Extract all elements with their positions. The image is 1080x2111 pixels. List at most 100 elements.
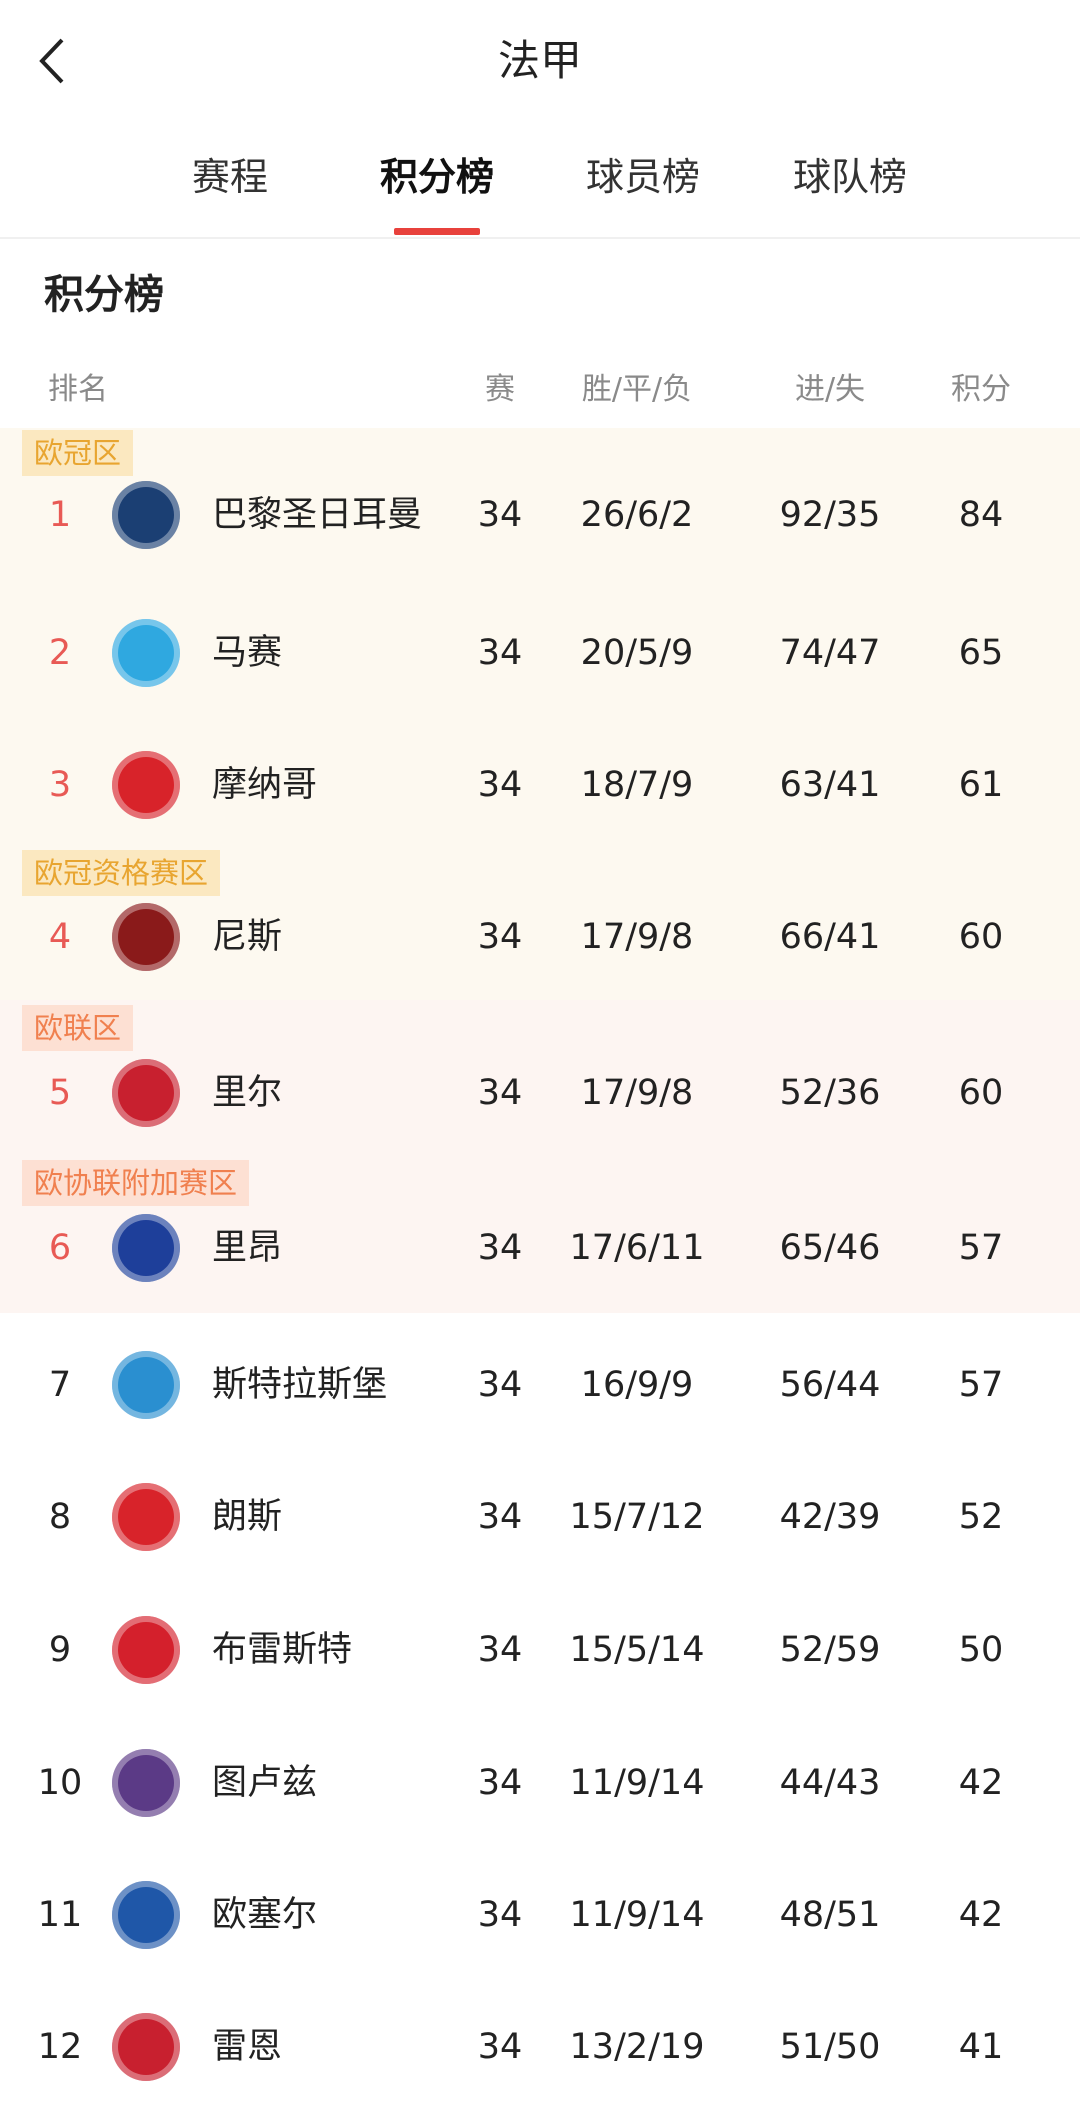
active-tab-indicator [394, 228, 480, 235]
matches-played: 34 [477, 1895, 523, 1935]
matches-played: 34 [477, 1630, 523, 1670]
column-header-wdl: 胜/平/负 [581, 372, 693, 407]
goals-for-against: 52/36 [779, 1073, 881, 1113]
standings-row[interactable]: 11 欧塞尔 34 11/9/14 48/51 42 [0, 1865, 1080, 1965]
team-name: 巴黎圣日耳曼 [212, 495, 423, 535]
matches-played: 34 [477, 2027, 523, 2067]
goals-for-against: 51/50 [779, 2027, 881, 2067]
standings-row[interactable]: 1 巴黎圣日耳曼 34 26/6/2 92/35 84 [0, 465, 1080, 565]
team-logo-icon [112, 1351, 180, 1419]
team-points: 65 [958, 633, 1004, 673]
goals-for-against: 42/39 [779, 1497, 881, 1537]
team-rank: 10 [37, 1763, 83, 1803]
win-draw-loss: 11/9/14 [569, 1763, 705, 1803]
standings-row[interactable]: 12 雷恩 34 13/2/19 51/50 41 [0, 1997, 1080, 2097]
back-chevron-left-icon[interactable] [30, 36, 80, 86]
matches-played: 34 [477, 765, 523, 805]
team-points: 42 [958, 1895, 1004, 1935]
standings-row[interactable]: 7 斯特拉斯堡 34 16/9/9 56/44 57 [0, 1335, 1080, 1435]
zone-tag-conference-playoff: 欧协联附加赛区 [22, 1160, 250, 1206]
tab-team-rankings[interactable]: 球队榜 [792, 155, 908, 199]
team-rank: 4 [48, 917, 72, 957]
team-logo-icon [112, 1616, 180, 1684]
goals-for-against: 63/41 [779, 765, 881, 805]
team-rank: 9 [48, 1630, 72, 1670]
team-points: 57 [958, 1365, 1004, 1405]
team-name: 图卢兹 [212, 1763, 318, 1803]
standings-row[interactable]: 10 图卢兹 34 11/9/14 44/43 42 [0, 1733, 1080, 1833]
zone-tag-europa-league: 欧联区 [22, 1005, 134, 1051]
win-draw-loss: 26/6/2 [580, 495, 694, 535]
zone-background-champions [0, 428, 1080, 1000]
team-name: 里昂 [212, 1228, 283, 1268]
team-name: 朗斯 [212, 1497, 283, 1537]
team-points: 60 [958, 1073, 1004, 1113]
team-logo-icon [112, 2013, 180, 2081]
matches-played: 34 [477, 1228, 523, 1268]
team-rank: 1 [48, 495, 72, 535]
team-logo-icon [112, 481, 180, 549]
goals-for-against: 48/51 [779, 1895, 881, 1935]
team-points: 52 [958, 1497, 1004, 1537]
team-rank: 6 [48, 1228, 72, 1268]
win-draw-loss: 16/9/9 [580, 1365, 694, 1405]
matches-played: 34 [477, 1497, 523, 1537]
standings-row[interactable]: 8 朗斯 34 15/7/12 42/39 52 [0, 1467, 1080, 1567]
matches-played: 34 [477, 1365, 523, 1405]
win-draw-loss: 17/9/8 [580, 917, 694, 957]
win-draw-loss: 13/2/19 [569, 2027, 705, 2067]
column-header-played: 赛 [485, 372, 515, 407]
team-name: 马赛 [212, 633, 283, 673]
standings-row[interactable]: 2 马赛 34 20/5/9 74/47 65 [0, 603, 1080, 703]
team-points: 61 [958, 765, 1004, 805]
team-rank: 3 [48, 765, 72, 805]
standings-row[interactable]: 4 尼斯 34 17/9/8 66/41 60 [0, 887, 1080, 987]
team-points: 60 [958, 917, 1004, 957]
team-logo-icon [112, 619, 180, 687]
matches-played: 34 [477, 1763, 523, 1803]
team-name: 欧塞尔 [212, 1895, 318, 1935]
matches-played: 34 [477, 495, 523, 535]
win-draw-loss: 11/9/14 [569, 1895, 705, 1935]
team-points: 57 [958, 1228, 1004, 1268]
team-logo-icon [112, 903, 180, 971]
team-logo-icon [112, 751, 180, 819]
goals-for-against: 44/43 [779, 1763, 881, 1803]
team-rank: 11 [37, 1895, 83, 1935]
team-rank: 5 [48, 1073, 72, 1113]
standings-row[interactable]: 5 里尔 34 17/9/8 52/36 60 [0, 1043, 1080, 1143]
team-rank: 7 [48, 1365, 72, 1405]
team-name: 里尔 [212, 1073, 283, 1113]
matches-played: 34 [477, 917, 523, 957]
divider [0, 237, 1080, 239]
column-header-goals: 进/失 [794, 372, 866, 407]
tab-schedule[interactable]: 赛程 [191, 155, 269, 199]
goals-for-against: 52/59 [779, 1630, 881, 1670]
win-draw-loss: 17/9/8 [580, 1073, 694, 1113]
team-name: 摩纳哥 [212, 765, 318, 805]
team-logo-icon [112, 1214, 180, 1282]
team-name: 斯特拉斯堡 [212, 1365, 388, 1405]
zone-tag-champions-league: 欧冠区 [22, 430, 134, 476]
standings-row[interactable]: 9 布雷斯特 34 15/5/14 52/59 50 [0, 1600, 1080, 1700]
team-points: 42 [958, 1763, 1004, 1803]
team-logo-icon [112, 1483, 180, 1551]
matches-played: 34 [477, 1073, 523, 1113]
column-header-rank: 排名 [48, 372, 108, 407]
section-title: 积分榜 [44, 272, 164, 318]
matches-played: 34 [477, 633, 523, 673]
team-name: 雷恩 [212, 2027, 283, 2067]
standings-row[interactable]: 3 摩纳哥 34 18/7/9 63/41 61 [0, 735, 1080, 835]
goals-for-against: 56/44 [779, 1365, 881, 1405]
team-logo-icon [112, 1059, 180, 1127]
win-draw-loss: 20/5/9 [580, 633, 694, 673]
team-name: 布雷斯特 [212, 1630, 353, 1670]
goals-for-against: 92/35 [779, 495, 881, 535]
team-points: 41 [958, 2027, 1004, 2067]
team-rank: 12 [37, 2027, 83, 2067]
zone-tag-champions-qualifier: 欧冠资格赛区 [22, 850, 221, 896]
tab-standings[interactable]: 积分榜 [379, 155, 495, 199]
tab-player-rankings[interactable]: 球员榜 [585, 155, 701, 199]
team-rank: 8 [48, 1497, 72, 1537]
standings-row[interactable]: 6 里昂 34 17/6/11 65/46 57 [0, 1198, 1080, 1298]
